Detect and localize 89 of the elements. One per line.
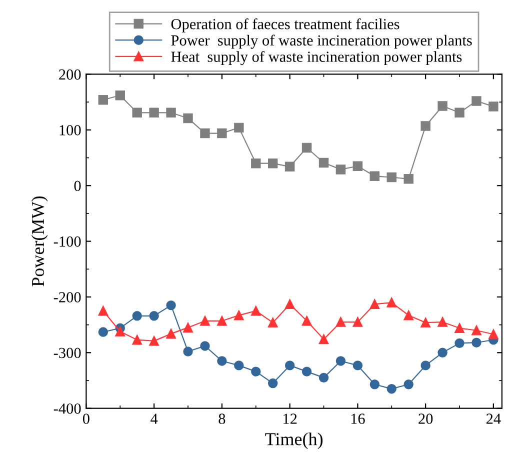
point [438, 348, 448, 358]
point [98, 94, 108, 105]
point [234, 310, 244, 320]
point [183, 346, 193, 356]
point [370, 171, 380, 181]
point [454, 323, 464, 333]
point [284, 299, 295, 310]
y-tick-label: 200 [59, 69, 81, 80]
point [251, 366, 261, 376]
x-tick-label: 8 [218, 414, 226, 424]
y-tick-label: -300 [54, 348, 81, 358]
point [336, 356, 346, 366]
legend-label: Heat supply of waste incineration power plants [171, 51, 462, 66]
point [149, 311, 159, 321]
point [336, 164, 346, 174]
point [268, 158, 278, 168]
point [336, 317, 346, 327]
point [251, 306, 261, 316]
point [318, 334, 329, 344]
point [370, 299, 380, 310]
point [420, 121, 430, 131]
point [149, 336, 159, 346]
point [404, 310, 414, 320]
point [438, 317, 448, 327]
point [149, 108, 159, 118]
point [472, 96, 482, 106]
point [132, 334, 142, 345]
point [420, 360, 430, 370]
point [404, 380, 414, 390]
point [115, 326, 125, 336]
point [132, 311, 142, 321]
point [302, 366, 312, 376]
point [217, 356, 227, 366]
point [318, 158, 329, 168]
point [488, 329, 498, 340]
point [166, 328, 176, 339]
x-tick-label: 0 [82, 414, 90, 424]
point [217, 128, 227, 138]
point [234, 122, 244, 133]
point [454, 338, 464, 348]
point [386, 298, 396, 308]
x-tick-label: 20 [418, 414, 433, 424]
point [132, 108, 142, 118]
x-tick-label: 16 [351, 414, 365, 424]
point [98, 306, 108, 316]
point [98, 327, 108, 337]
point [200, 341, 210, 351]
point [284, 162, 295, 172]
point [284, 360, 295, 370]
x-tick-label: 4 [150, 414, 158, 424]
x-axis-title: Time(h) [265, 432, 323, 449]
point [352, 161, 363, 171]
point [268, 378, 278, 388]
point [183, 322, 193, 332]
point [386, 172, 396, 182]
point [386, 384, 396, 394]
point [472, 326, 482, 336]
point [200, 316, 210, 326]
point [234, 360, 244, 370]
point [302, 316, 312, 326]
point [318, 372, 329, 383]
legend-label: Operation of faeces treatment facilies [171, 18, 400, 32]
point [438, 101, 448, 111]
point [251, 158, 261, 168]
point [370, 380, 380, 390]
point [404, 174, 414, 184]
point [420, 318, 430, 328]
point [200, 128, 210, 138]
y-tick-label: 0 [74, 180, 81, 192]
point [472, 338, 482, 348]
x-tick-label: 12 [284, 414, 297, 424]
point [166, 300, 176, 310]
point [302, 142, 312, 153]
y-axis-title: Power(MW) [31, 196, 48, 286]
y-tick-label: -100 [54, 236, 81, 247]
point [454, 108, 464, 118]
y-tick-label: -200 [54, 292, 81, 302]
point [488, 102, 498, 112]
point [352, 360, 363, 370]
point [166, 108, 176, 118]
y-tick-label: 100 [60, 125, 81, 136]
point [183, 113, 193, 124]
x-tick-label: 24 [486, 414, 501, 424]
point [217, 316, 227, 326]
y-tick-label: -400 [54, 403, 81, 414]
legend-label: Power supply of waste incineration power plants [171, 34, 472, 49]
point [352, 317, 363, 327]
point [268, 318, 278, 328]
point [115, 90, 125, 100]
